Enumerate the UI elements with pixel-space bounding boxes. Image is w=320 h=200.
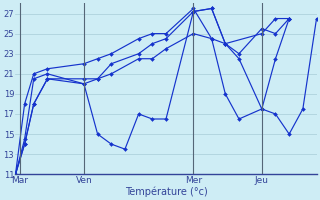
X-axis label: Température (°c): Température (°c) — [124, 186, 207, 197]
